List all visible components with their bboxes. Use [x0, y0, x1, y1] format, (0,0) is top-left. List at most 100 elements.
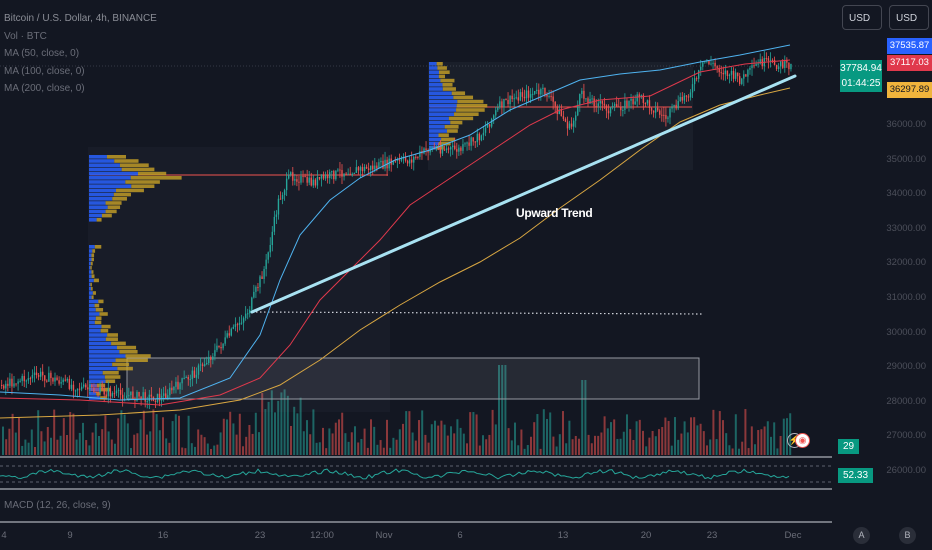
volume-bar	[555, 446, 558, 455]
candle-body	[398, 159, 401, 161]
volume-bar	[264, 409, 267, 455]
last-price-tag: 37784.94 01:44:25	[840, 60, 882, 92]
candle-body	[408, 159, 411, 164]
candle-body	[464, 143, 466, 145]
volume-bar	[5, 439, 8, 455]
candle-body	[347, 173, 349, 175]
symbol-title[interactable]: Bitcoin / U.S. Dollar, 4h, BINANCE	[4, 13, 157, 24]
candle-body	[132, 391, 134, 399]
volume-bar	[498, 365, 500, 455]
volume-legend[interactable]: Vol · BTC	[4, 30, 47, 42]
volume-bar	[501, 365, 504, 455]
volume-bar	[222, 418, 225, 455]
volume-bar	[731, 448, 734, 455]
profile-bar-buy	[89, 197, 113, 201]
volume-bar	[539, 448, 542, 455]
candle-body	[564, 118, 567, 122]
currency-button-main[interactable]: USD	[842, 5, 882, 30]
volume-bar	[776, 448, 779, 455]
volume-bar	[683, 421, 686, 455]
volume-bar	[248, 424, 251, 455]
macd-legend[interactable]: MACD (12, 26, close, 9)	[4, 500, 111, 511]
volume-bar	[738, 448, 740, 455]
candle-body	[339, 169, 341, 171]
candle-body	[193, 370, 196, 378]
candle-body	[74, 390, 77, 392]
candle-body	[495, 110, 497, 116]
trend-annotation[interactable]: Upward Trend	[516, 206, 593, 220]
price-axis-label: 30000.00	[886, 326, 926, 338]
candle-body	[195, 374, 198, 378]
candle-body	[460, 147, 462, 151]
profile-bar-buy	[429, 70, 439, 74]
profile-bar-sell	[121, 167, 155, 172]
candle-body	[677, 101, 679, 109]
auto-scale-button[interactable]: A	[853, 527, 870, 544]
us-flag-icon[interactable]: ◉	[795, 433, 810, 448]
candle-body	[85, 384, 87, 388]
candle-body	[48, 372, 50, 382]
candle-body	[568, 123, 571, 129]
candle-body	[454, 145, 456, 150]
profile-bar-buy	[89, 383, 97, 388]
candle-body	[384, 159, 386, 169]
volume-bar	[181, 447, 184, 455]
volume-bar	[754, 444, 756, 455]
profile-bar-buy	[89, 366, 118, 371]
candle-body	[601, 101, 604, 104]
profile-bar-buy	[89, 261, 91, 266]
candle-body	[468, 142, 470, 146]
volume-bar	[526, 445, 529, 455]
volume-bar	[46, 426, 49, 455]
candle-body	[218, 345, 220, 347]
candle-body	[370, 165, 372, 170]
volume-bar	[658, 429, 660, 455]
ma100-legend[interactable]: MA (100, close, 0)	[4, 65, 85, 77]
candle-body	[255, 287, 257, 292]
profile-bar-sell	[101, 324, 111, 329]
log-scale-button[interactable]: B	[899, 527, 916, 544]
volume-bar	[542, 409, 545, 455]
candle-body	[138, 391, 140, 397]
ma200-legend[interactable]: MA (200, close, 0)	[4, 83, 85, 94]
candle-body	[665, 114, 667, 119]
volume-bar	[459, 427, 462, 455]
volume-bar	[315, 442, 318, 455]
volume-bar	[226, 419, 228, 455]
volume-bar	[741, 441, 744, 455]
candle-body	[773, 59, 776, 65]
candle-body	[679, 97, 681, 102]
time-axis-label: 9	[67, 530, 73, 541]
profile-bar-sell	[117, 366, 133, 371]
volume-bar	[472, 412, 475, 455]
volume-bar	[43, 441, 46, 455]
volume-bar	[258, 432, 260, 455]
currency-button-secondary[interactable]: USD	[889, 5, 929, 30]
candle-body	[97, 392, 99, 394]
candle-body	[333, 171, 335, 180]
profile-bar-sell	[107, 333, 118, 337]
volume-bar	[267, 401, 270, 455]
volume-bar	[750, 426, 753, 455]
profile-bar-buy	[89, 245, 95, 249]
candle-body	[83, 384, 85, 387]
candle-body	[35, 372, 38, 376]
candle-body	[673, 104, 675, 107]
candle-body	[281, 195, 284, 200]
profile-bar-buy	[89, 180, 126, 184]
volume-bar	[206, 443, 209, 455]
candle-body	[675, 104, 677, 109]
volume-bar	[347, 441, 350, 455]
candle-body	[593, 98, 595, 107]
price-axis-label: 35000.00	[886, 153, 926, 165]
candle-body	[447, 148, 450, 150]
profile-bar-buy	[429, 133, 439, 137]
ma50-legend[interactable]: MA (50, close, 0)	[4, 48, 80, 59]
profile-bar-sell	[451, 91, 466, 95]
candle-body	[689, 92, 692, 98]
profile-bar-buy	[429, 74, 439, 79]
profile-bar-sell	[438, 74, 446, 79]
volume-bar	[712, 409, 715, 455]
volume-bar	[536, 414, 539, 455]
